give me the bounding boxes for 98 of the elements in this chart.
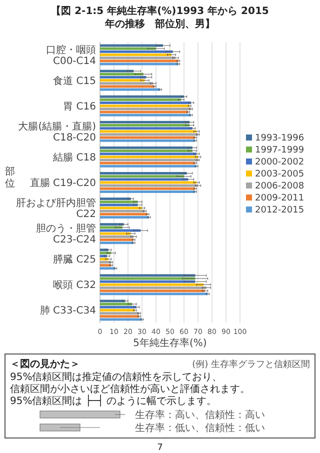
bar — [100, 198, 131, 200]
bar — [100, 286, 206, 289]
bar — [100, 108, 191, 110]
legend-label: 2006-2008 — [255, 182, 304, 192]
bar — [100, 292, 208, 296]
bar — [100, 76, 146, 78]
y-tick-label: 胆のう・胆管 C23-C24 — [36, 224, 96, 246]
bar — [100, 235, 134, 238]
bar — [100, 146, 192, 149]
legend-label: 2012-2015 — [255, 206, 304, 216]
legend-label: 1997-1999 — [255, 146, 304, 156]
bar — [100, 175, 184, 178]
bar — [100, 60, 178, 62]
bar — [100, 156, 198, 158]
bar — [100, 302, 132, 306]
text: 95%信頼区間は ├─┤ のように幅で示します。 — [10, 394, 217, 407]
bar — [100, 200, 138, 204]
text: 生存率：低い、信頼性：低い — [135, 422, 265, 434]
legend-label: 2003-2005 — [255, 170, 304, 180]
text: 95%信頼区間は推定値の信頼性を示しており、 — [10, 371, 222, 383]
legend-label: 2009-2011 — [255, 194, 304, 204]
bar — [100, 210, 145, 212]
bar — [100, 72, 144, 76]
bar — [100, 47, 156, 50]
bar — [100, 139, 196, 142]
text: 7 — [157, 443, 163, 453]
bar — [100, 274, 196, 277]
bar — [100, 204, 138, 206]
bar — [100, 184, 198, 187]
x-axis-title: 5年純生存率(%) — [133, 337, 207, 349]
legend-label: 2000-2002 — [255, 158, 304, 168]
bar — [100, 178, 188, 181]
text: ＜図の見かた＞ — [10, 358, 80, 370]
bar — [100, 95, 184, 98]
y-tick-label: 口腔・咽頭 C00-C14 — [46, 44, 96, 67]
text: 生存率：高い、信頼性：高い — [135, 409, 265, 421]
bar — [100, 280, 196, 283]
bar — [100, 312, 140, 315]
bar — [100, 130, 197, 133]
bar — [100, 133, 198, 136]
bar — [100, 54, 172, 56]
bar — [100, 290, 205, 292]
bar — [100, 56, 176, 60]
bar — [100, 124, 190, 126]
bar — [100, 283, 204, 286]
y-tick-label: 肺 C33-C34 — [40, 304, 96, 317]
y-tick-label: 結腸 C18 — [52, 152, 96, 164]
bar — [100, 318, 142, 321]
bar — [100, 277, 196, 280]
bar — [100, 172, 187, 175]
bar — [100, 44, 163, 47]
bar — [100, 98, 182, 101]
bar — [100, 164, 197, 168]
y-tick-label: 喉頭 C32 — [53, 280, 96, 292]
bar — [100, 232, 131, 235]
y-tick-label: 膵臓 C25 — [53, 254, 96, 266]
bar — [100, 260, 112, 264]
bar — [100, 150, 192, 152]
bar — [100, 136, 196, 139]
y-tick-label: 肝および肝内胆管 C22 — [16, 197, 96, 220]
bar — [100, 216, 149, 219]
bar — [100, 315, 140, 318]
bar — [100, 206, 142, 210]
bar — [100, 308, 135, 312]
bar — [100, 104, 190, 108]
bar — [100, 242, 134, 244]
y-axis-title: 部位 — [5, 166, 15, 190]
chart-title: 【図 2-1:5 年純生存率(%)1993 年から 2015 年の推移 部位別、男】 — [51, 5, 269, 30]
bar — [100, 187, 196, 190]
bar — [100, 110, 188, 114]
bar — [100, 229, 141, 232]
y-tick-label: 胃 C16 — [63, 101, 96, 112]
bar — [100, 264, 112, 267]
bar — [100, 82, 154, 85]
bar — [100, 238, 134, 241]
y-tick-label: 大腸(結腸・直腸) C18-C20 — [18, 120, 96, 144]
bar — [100, 306, 136, 308]
bar — [100, 267, 116, 270]
bar — [100, 79, 145, 82]
bar — [100, 114, 191, 116]
bar — [100, 127, 192, 130]
text: 信頼区間が小さいほど信頼性が高いと評価されます。 — [10, 383, 250, 395]
y-tick-label: 食道 C15 — [53, 74, 96, 87]
bar — [100, 158, 198, 162]
bar — [100, 223, 124, 226]
bar — [100, 50, 173, 53]
legend-label: 1993-1996 — [255, 134, 304, 144]
bar — [100, 88, 160, 91]
text: (例) 生存率グラフと信頼区間 — [192, 359, 310, 370]
bar — [100, 70, 134, 72]
bar — [100, 85, 155, 88]
bar — [100, 212, 148, 216]
bar — [100, 152, 197, 156]
bar — [100, 162, 196, 164]
bar — [100, 102, 191, 104]
bar — [100, 190, 196, 193]
bar — [100, 120, 190, 124]
y-tick-label: 直腸 C19-C20 — [30, 177, 96, 189]
